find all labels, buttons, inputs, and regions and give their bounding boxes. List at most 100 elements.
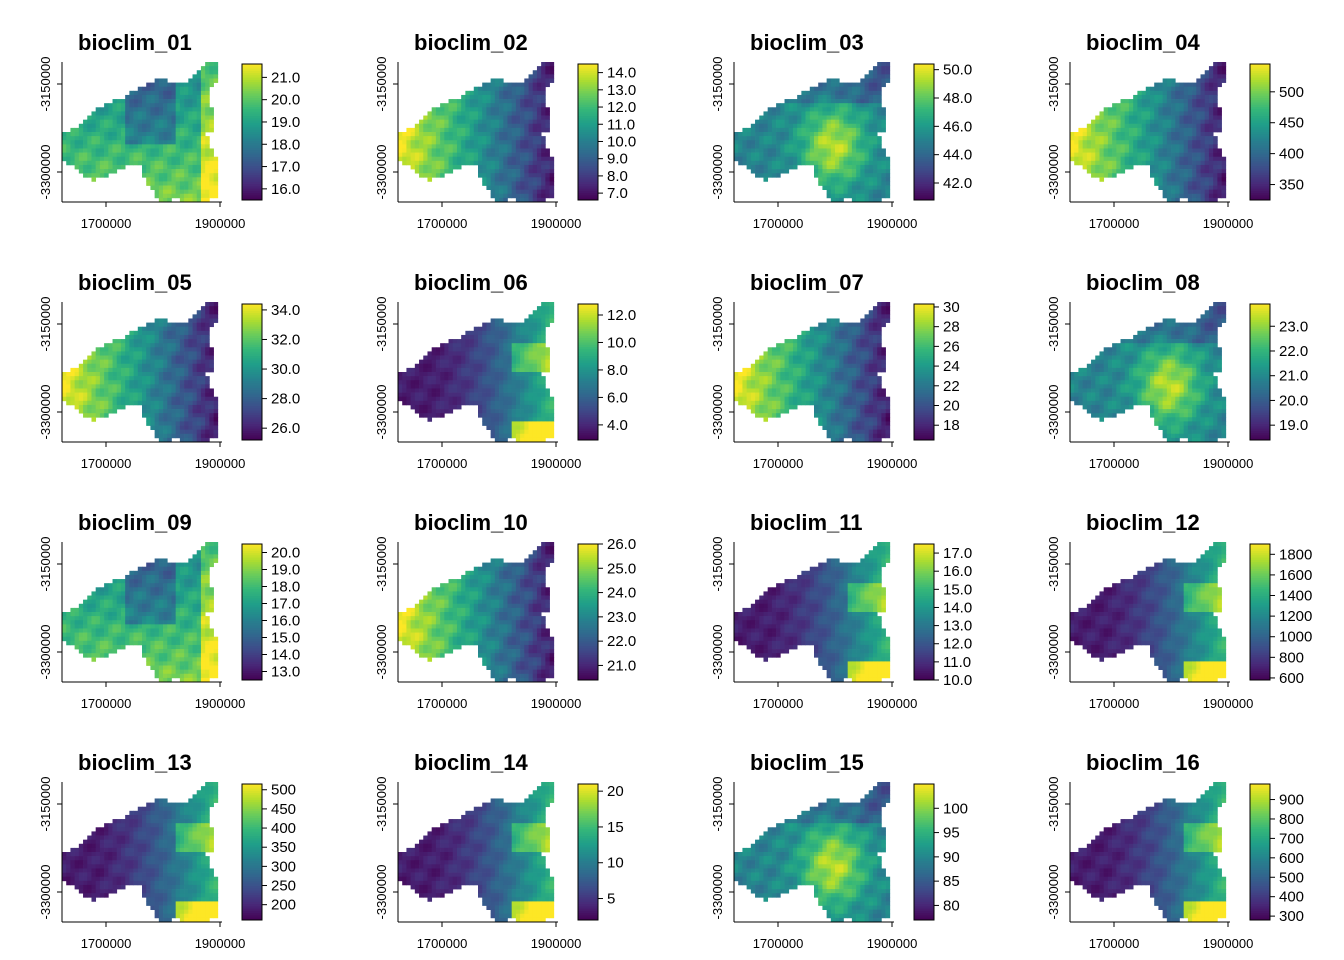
raster-cell xyxy=(482,351,487,356)
raster-cell xyxy=(1099,123,1105,129)
raster-cell xyxy=(1150,90,1155,96)
raster-cell xyxy=(885,181,891,186)
raster-cell xyxy=(809,152,815,158)
raster-cell xyxy=(788,136,794,141)
raster-cell xyxy=(872,136,878,141)
colorbar-tick-label: 11.0 xyxy=(607,116,635,133)
raster-cell xyxy=(1208,99,1214,104)
raster-cell xyxy=(473,347,479,352)
raster-cell xyxy=(868,70,874,75)
panel-plot: 1700000 1900000-3150000-330000014.013.012… xyxy=(374,57,636,231)
raster-cell xyxy=(872,66,878,71)
raster-cell xyxy=(524,347,529,352)
raster-cell xyxy=(881,119,886,125)
raster-cell xyxy=(133,400,139,406)
raster-cell xyxy=(1171,189,1176,195)
raster-cell xyxy=(435,355,441,360)
raster-cell xyxy=(520,355,525,360)
raster-cell xyxy=(1091,140,1096,145)
raster-cell xyxy=(1208,90,1214,96)
raster-cell xyxy=(431,388,437,393)
map-panel: bioclim_02 1700000 1900000 -3150000 -3300000… xyxy=(336,0,672,240)
raster-cell xyxy=(150,123,155,129)
raster-cell xyxy=(456,140,462,145)
raster-cell xyxy=(478,160,483,166)
raster-cell xyxy=(515,355,521,360)
raster-cell xyxy=(814,164,819,170)
colorbar-step xyxy=(914,166,934,169)
colorbar-step xyxy=(578,127,598,131)
colorbar-step xyxy=(578,125,598,128)
raster-cell xyxy=(175,372,181,377)
raster-cell xyxy=(851,136,857,141)
raster-cell xyxy=(490,144,496,149)
raster-cell xyxy=(452,103,458,108)
raster-cell xyxy=(200,136,206,141)
raster-cell xyxy=(196,339,202,344)
raster-cell xyxy=(1150,136,1155,141)
raster-cell xyxy=(1154,132,1159,137)
raster-cell xyxy=(486,376,491,381)
raster-cell xyxy=(1183,86,1189,92)
raster-cell xyxy=(192,160,198,166)
colorbar-step xyxy=(242,79,262,83)
raster-cell xyxy=(856,140,861,145)
raster-cell xyxy=(767,169,773,174)
raster-cell xyxy=(780,140,785,145)
raster-cell xyxy=(150,359,155,365)
raster-cell xyxy=(158,144,164,149)
colorbar-step xyxy=(914,75,934,78)
raster-cell xyxy=(112,111,118,116)
raster-cell xyxy=(515,367,521,373)
raster-cell xyxy=(528,177,534,182)
raster-cell xyxy=(856,197,861,203)
colorbar-step xyxy=(1250,91,1270,94)
raster-cell xyxy=(482,363,487,369)
raster-cell xyxy=(780,160,785,166)
raster-cell xyxy=(776,148,781,153)
raster-cell xyxy=(87,409,92,414)
raster-cell xyxy=(448,103,454,108)
colorbar-step xyxy=(242,184,262,187)
colorbar-step xyxy=(1250,190,1270,194)
raster-cell xyxy=(1196,119,1201,125)
raster-cell xyxy=(196,74,202,79)
raster-cell xyxy=(1208,78,1214,83)
raster-cell xyxy=(163,363,168,369)
raster-cell xyxy=(448,372,454,377)
raster-cell xyxy=(444,119,449,125)
raster-cell xyxy=(188,181,193,186)
raster-cell xyxy=(818,160,823,166)
raster-cell xyxy=(456,107,462,112)
raster-cell xyxy=(494,181,500,186)
raster-cell xyxy=(515,396,521,402)
raster-cell xyxy=(494,86,500,92)
raster-cell xyxy=(1095,160,1100,166)
raster-cell xyxy=(1074,156,1079,162)
raster-cell xyxy=(188,189,193,195)
raster-cell xyxy=(856,189,861,195)
raster-cell xyxy=(179,425,185,430)
raster-cell xyxy=(515,132,521,137)
raster-cell xyxy=(1204,74,1210,79)
raster-cell xyxy=(877,86,882,92)
raster-cell xyxy=(184,115,189,120)
raster-cell xyxy=(1187,136,1193,141)
raster-cell xyxy=(835,86,840,92)
raster-cell xyxy=(1091,136,1096,141)
raster-cell xyxy=(1200,189,1206,195)
colorbar-step xyxy=(578,91,598,94)
raster-cell xyxy=(1192,127,1197,133)
raster-cell xyxy=(188,425,193,430)
raster-cell xyxy=(536,388,542,393)
raster-cell xyxy=(414,144,420,149)
raster-cell xyxy=(205,363,210,369)
raster-cell xyxy=(142,392,147,398)
raster-cell xyxy=(1213,86,1218,92)
raster-cell xyxy=(1103,136,1109,141)
raster-cell xyxy=(1221,181,1227,186)
raster-cell xyxy=(1116,140,1121,145)
raster-cell xyxy=(83,169,88,174)
raster-cell xyxy=(1187,177,1193,182)
raster-cell xyxy=(129,343,134,348)
